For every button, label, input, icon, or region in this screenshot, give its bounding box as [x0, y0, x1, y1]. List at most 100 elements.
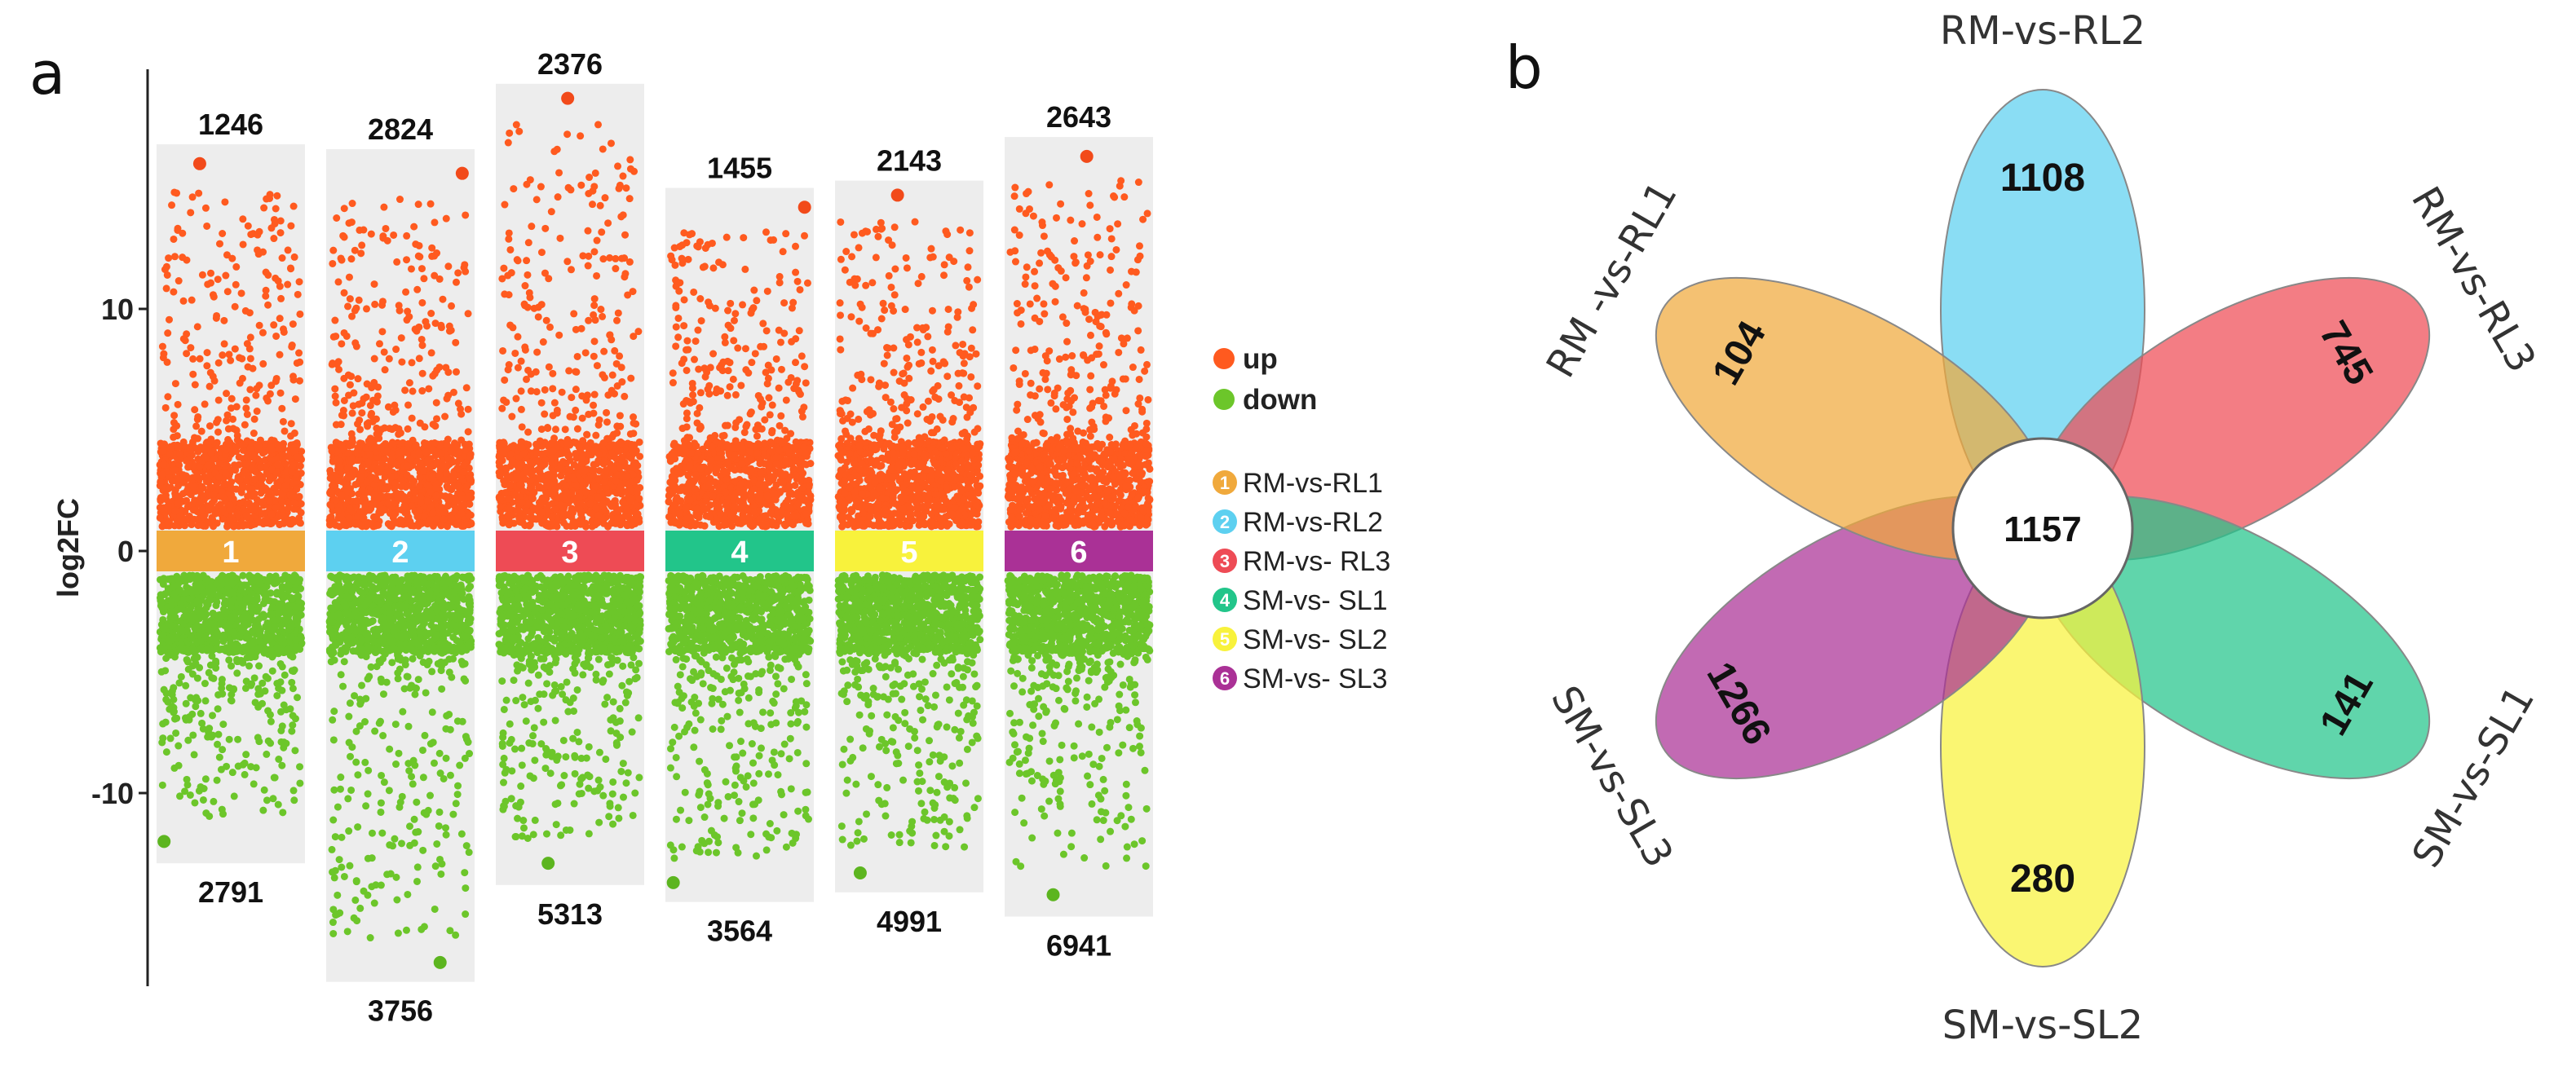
up-point: [414, 449, 422, 457]
down-point: [337, 774, 345, 782]
down-point: [404, 760, 413, 768]
down-point: [182, 577, 190, 585]
down-point: [251, 699, 259, 707]
down-point: [191, 624, 199, 632]
up-point: [234, 476, 242, 484]
down-point: [371, 631, 379, 639]
group-band-number: 2: [391, 536, 409, 570]
down-point: [404, 608, 413, 616]
down-point: [351, 599, 360, 607]
up-point: [258, 510, 266, 518]
up-point: [404, 425, 412, 433]
down-point: [375, 593, 383, 602]
down-point: [272, 579, 281, 587]
up-point: [166, 445, 175, 453]
up-point: [464, 310, 472, 318]
down-point: [458, 573, 466, 581]
up-point: [413, 285, 422, 293]
up-point: [200, 513, 208, 521]
up-point: [210, 377, 219, 385]
down-point: [267, 717, 275, 725]
down-point: [362, 802, 370, 810]
up-point: [362, 393, 370, 401]
down-point: [436, 769, 444, 778]
up-point: [440, 475, 448, 483]
up-point: [161, 491, 170, 500]
up-point: [210, 491, 218, 499]
down-point: [411, 761, 419, 769]
up-point: [403, 256, 411, 264]
up-point: [381, 366, 389, 374]
down-point: [397, 656, 405, 664]
up-point: [170, 412, 179, 420]
down-point: [448, 673, 456, 681]
down-point: [192, 659, 200, 668]
down-point: [277, 726, 285, 734]
down-point: [389, 842, 397, 850]
down-point: [184, 736, 192, 744]
up-point: [465, 512, 473, 520]
up-point: [235, 461, 243, 469]
down-point: [445, 711, 453, 719]
down-point: [219, 810, 228, 818]
down-point: [162, 695, 170, 703]
up-point: [188, 296, 196, 304]
up-point: [333, 214, 341, 223]
down-point: [296, 779, 304, 787]
up-point: [371, 300, 379, 308]
down-point: [428, 708, 436, 716]
up-point: [168, 201, 176, 209]
down-point: [176, 646, 184, 654]
down-point: [457, 584, 465, 593]
up-point: [191, 496, 199, 505]
down-point: [385, 787, 393, 795]
down-point: [442, 754, 450, 762]
down-point: [329, 606, 337, 614]
down-point: [460, 595, 468, 603]
down-point: [261, 588, 269, 596]
up-point: [289, 491, 297, 499]
up-point: [462, 446, 470, 454]
down-point: [266, 633, 274, 641]
down-point: [422, 607, 431, 615]
down-point: [456, 761, 464, 769]
up-point: [346, 381, 354, 389]
up-point: [391, 518, 399, 527]
down-count-label: 3756: [368, 994, 433, 1028]
up-point: [289, 461, 297, 469]
down-point: [206, 596, 214, 604]
down-point: [421, 731, 429, 739]
up-point: [170, 466, 179, 474]
down-point: [214, 591, 223, 599]
down-point: [461, 869, 469, 877]
up-point: [415, 355, 423, 363]
down-point: [275, 756, 283, 764]
down-point: [378, 771, 386, 779]
up-point: [232, 447, 241, 456]
up-point: [179, 297, 188, 305]
down-point: [289, 685, 297, 693]
down-point: [446, 771, 454, 779]
down-point: [457, 830, 466, 838]
down-point: [373, 610, 382, 619]
down-point: [450, 613, 458, 621]
down-point: [347, 786, 356, 794]
down-point: [453, 791, 462, 799]
up-point: [273, 461, 281, 469]
up-point: [277, 511, 285, 519]
down-point: [267, 589, 275, 597]
up-point: [435, 275, 444, 283]
up-point: [289, 372, 298, 381]
down-point: [362, 694, 370, 703]
up-point: [442, 214, 450, 223]
down-point: [296, 645, 304, 653]
up-point: [427, 310, 435, 318]
up-point: [264, 487, 272, 495]
down-point: [161, 667, 170, 675]
up-point: [162, 262, 170, 271]
up-point: [263, 394, 271, 402]
up-point: [398, 358, 406, 366]
down-point: [268, 667, 276, 675]
up-point: [363, 305, 371, 313]
